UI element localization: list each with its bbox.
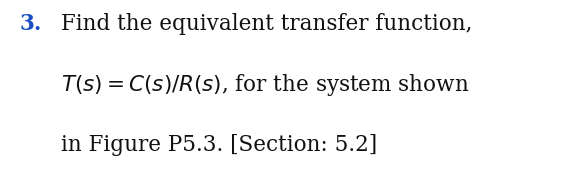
Text: in Figure P5.3. [Section: 5.2]: in Figure P5.3. [Section: 5.2] xyxy=(61,134,377,156)
Text: $T(s) = C(s)/R(s)$, for the system shown: $T(s) = C(s)/R(s)$, for the system shown xyxy=(61,72,469,98)
Text: 3.: 3. xyxy=(19,13,42,35)
Text: Find the equivalent transfer function,: Find the equivalent transfer function, xyxy=(61,13,472,35)
